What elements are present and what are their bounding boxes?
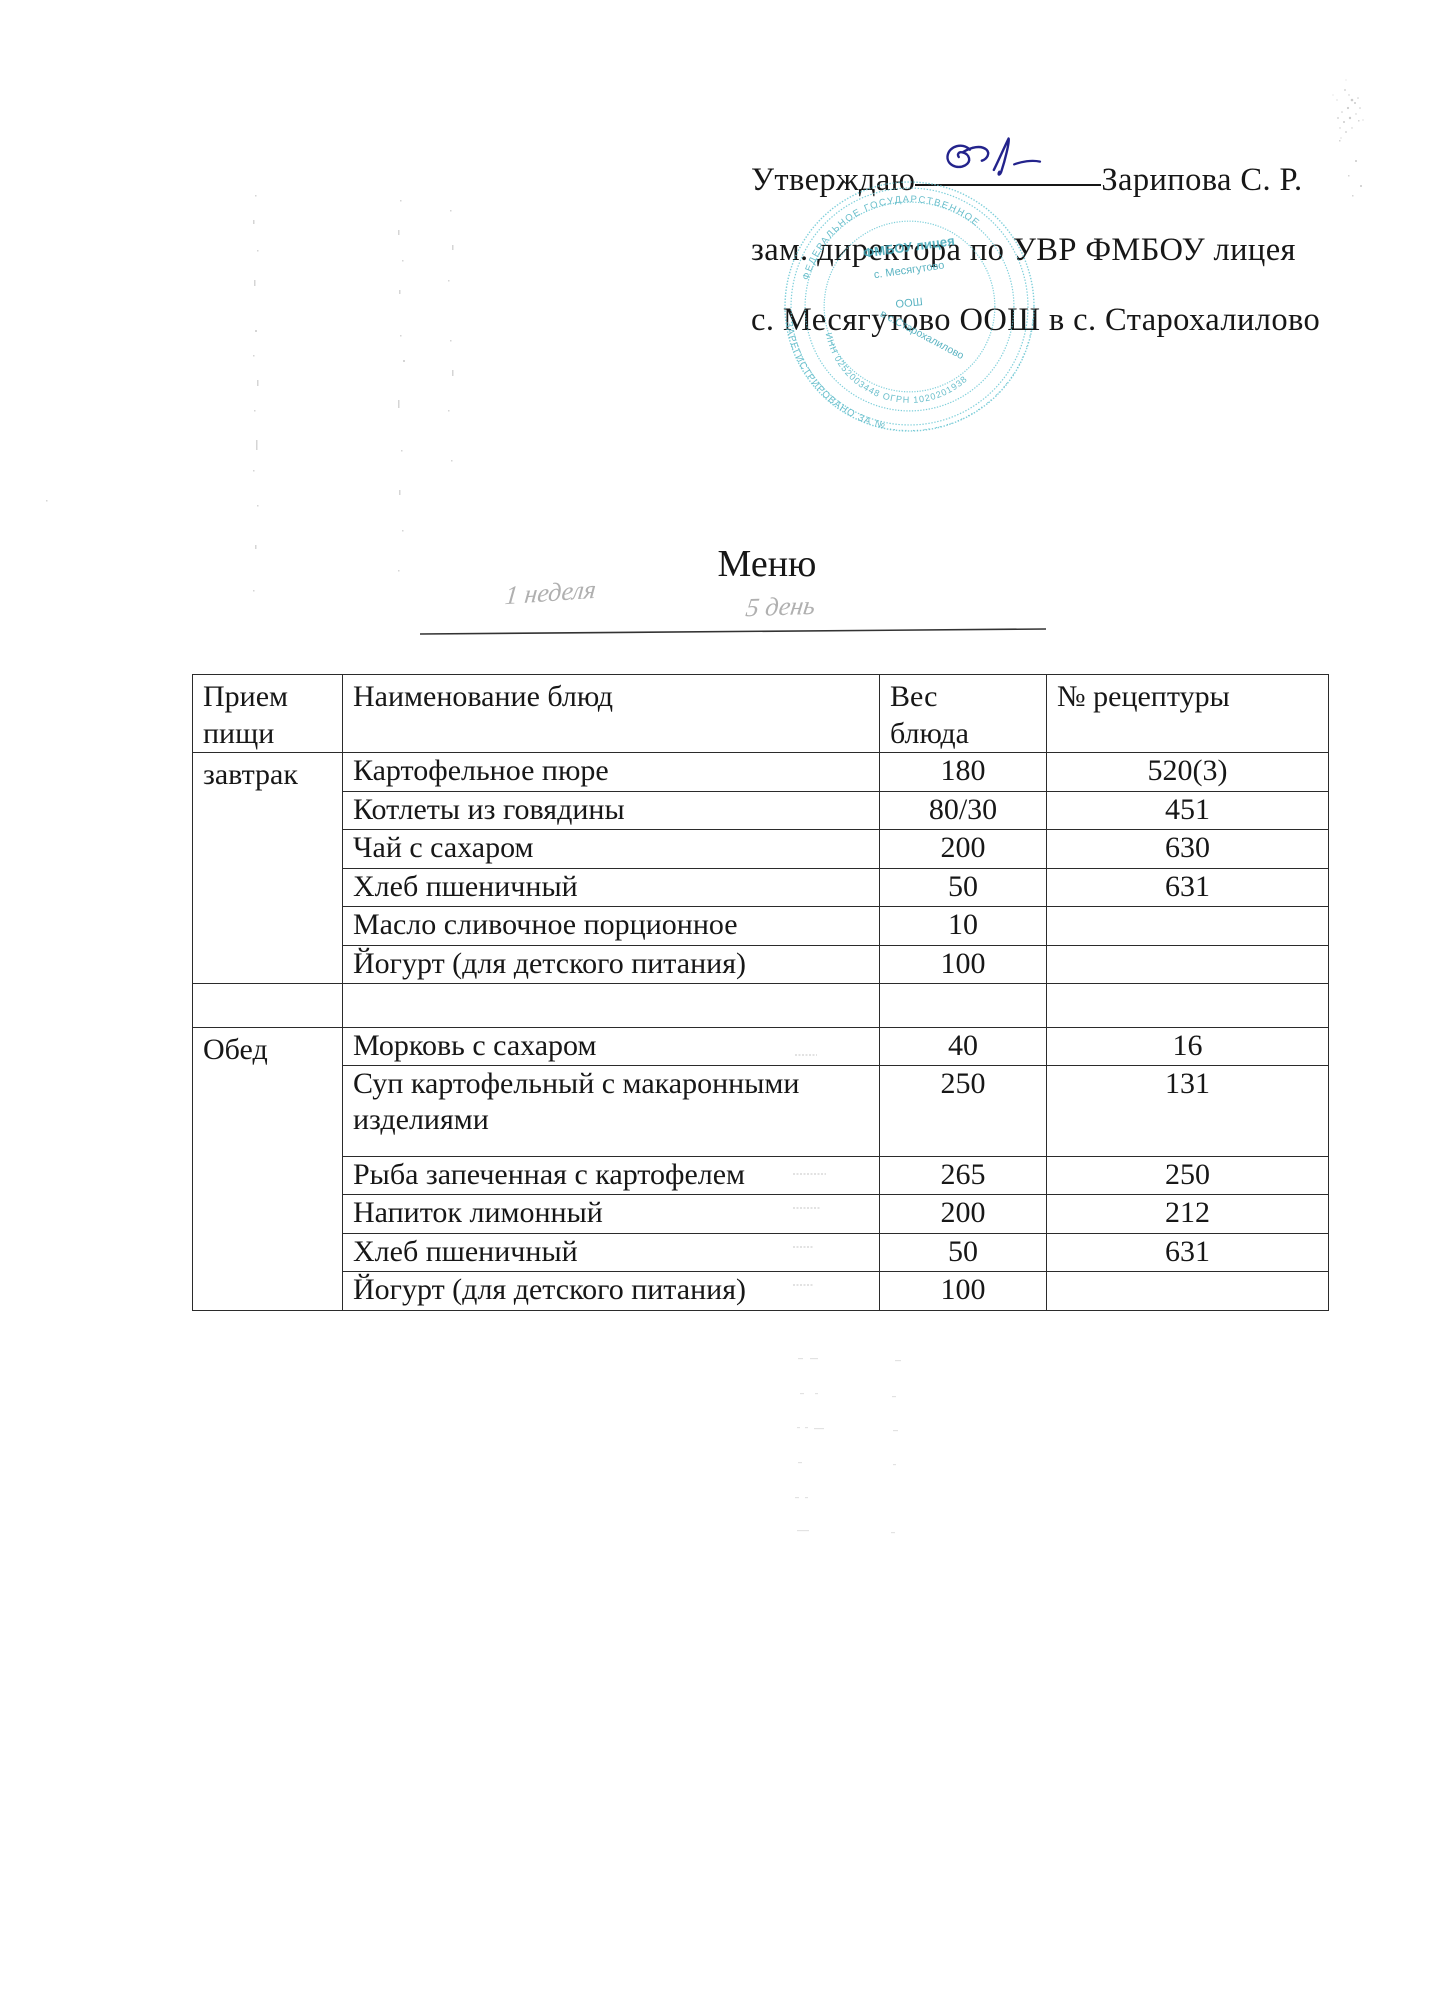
svg-text:в с.Старохалилово: в с.Старохалилово [878,308,966,362]
svg-text:ООШ: ООШ [895,296,923,311]
svg-text:ФМБОУ лицея: ФМБОУ лицея [862,233,955,261]
svg-text:с. Месягутово: с. Месягутово [873,260,945,282]
